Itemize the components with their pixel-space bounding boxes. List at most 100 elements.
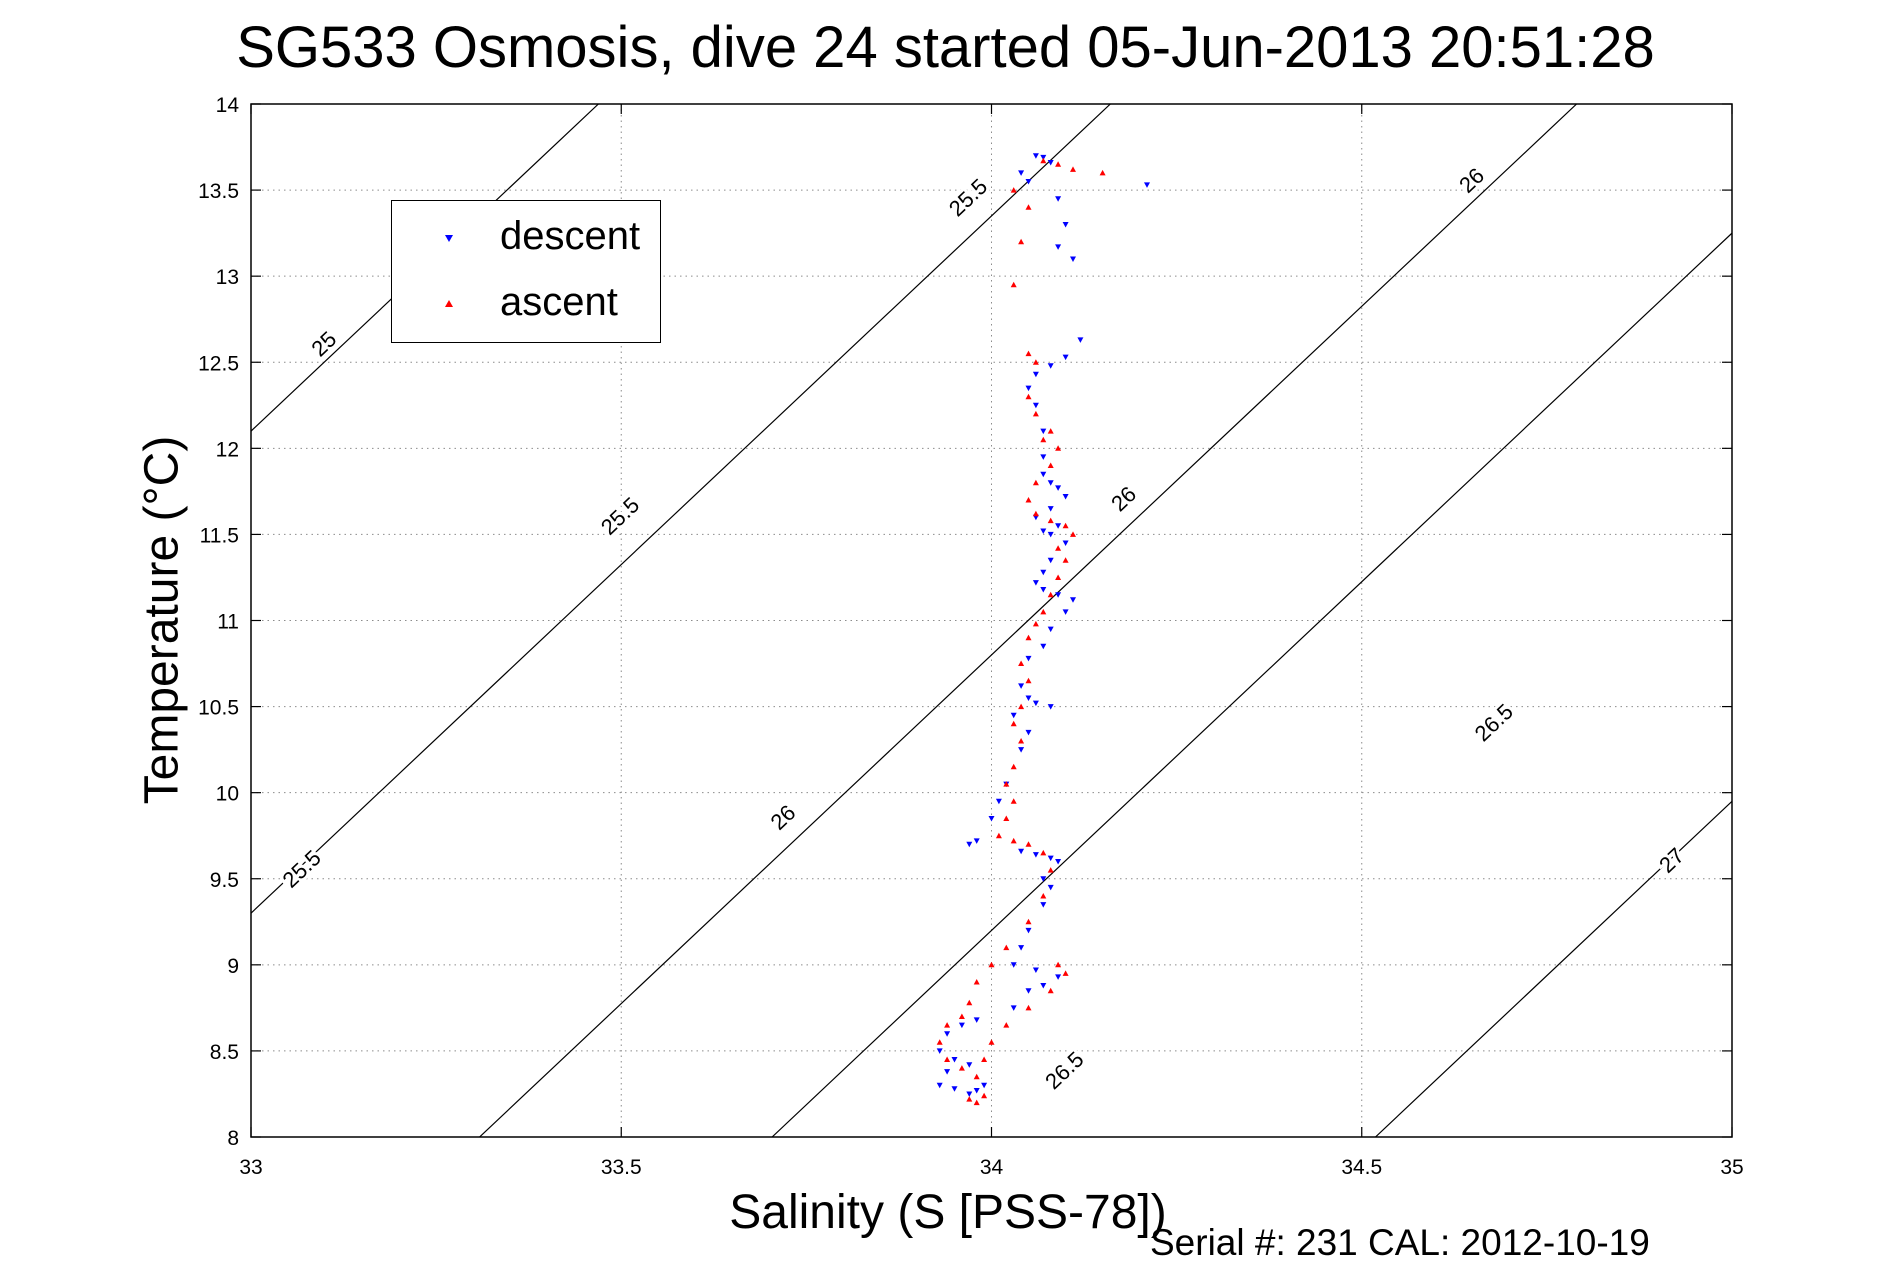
descent-point	[936, 1082, 943, 1089]
descent-point	[1070, 597, 1076, 603]
descent-point	[951, 1057, 958, 1063]
ascent-point	[1032, 410, 1039, 417]
descent-point	[1047, 626, 1054, 633]
ascent-point	[966, 1096, 973, 1102]
density-contour-line	[251, 104, 1111, 915]
density-contour-line	[1833, 104, 1891, 1137]
ascent-point	[1025, 204, 1032, 210]
density-contour-label: 25	[306, 326, 341, 361]
ascent-point	[1010, 281, 1017, 288]
ascent-point	[988, 1039, 995, 1045]
descent-point	[1055, 523, 1062, 529]
legend: descent ascent	[391, 200, 661, 343]
y-axis-label: Temperature (°C)	[135, 435, 189, 805]
ascent-point	[1055, 545, 1062, 551]
descent-point	[995, 798, 1002, 805]
descent-point	[1062, 609, 1069, 615]
ascent-point	[1010, 187, 1017, 193]
ascent-point	[1025, 497, 1032, 503]
y-tick-label: 10	[216, 783, 239, 806]
ascent-point	[1062, 970, 1069, 976]
ascent-point	[995, 832, 1002, 839]
ascent-point	[1025, 841, 1032, 847]
descent-point	[1070, 256, 1076, 262]
ascent-point	[1003, 815, 1010, 821]
y-tick-label: 12.5	[198, 352, 239, 375]
ascent-point	[1003, 1022, 1010, 1028]
descent-point	[1047, 480, 1054, 486]
descent-point	[1040, 876, 1047, 882]
ascent-point	[1070, 166, 1076, 172]
legend-item-descent: descent	[392, 209, 662, 269]
descent-point	[1077, 337, 1084, 343]
descent-point	[1018, 170, 1025, 176]
ascent-point	[1032, 479, 1039, 486]
axis-ticks: 33 33.5 34 34.5 35 8 8.5 9 9.5 10 10.5 11 11.5 12 12.5…	[198, 94, 1744, 1179]
descent-point	[1032, 371, 1039, 378]
descent-point	[1047, 855, 1054, 862]
density-contour-label: 26.5	[1470, 699, 1518, 747]
y-tick-label: 11.5	[200, 524, 239, 547]
ascent-point	[1025, 677, 1032, 684]
y-tick-label: 12	[216, 438, 239, 461]
ascent-point	[1062, 557, 1069, 563]
ascent-point	[988, 961, 995, 968]
descent-point	[1032, 700, 1039, 707]
ascent-point	[1040, 608, 1047, 615]
ascent-point	[1062, 522, 1069, 529]
descent-point	[1055, 974, 1062, 980]
descent-point	[1010, 712, 1017, 719]
x-tick-label: 33.5	[601, 1156, 642, 1179]
descent-point	[1040, 902, 1047, 908]
descent-point	[1018, 945, 1025, 951]
descent-point	[1025, 695, 1032, 701]
descent-point	[951, 1086, 958, 1092]
descent-point	[1018, 683, 1025, 689]
descent-point	[1047, 160, 1054, 166]
ascent-point	[1018, 238, 1025, 245]
descent-point	[988, 816, 995, 822]
ascent-point	[1055, 161, 1062, 167]
serial-cal-footer: Serial #: 231 CAL: 2012-10-19	[1150, 1222, 1650, 1263]
descent-point	[1062, 222, 1069, 228]
descent-point	[1032, 967, 1039, 973]
ascent-point	[1099, 169, 1106, 176]
ascent-point	[1010, 798, 1017, 804]
x-tick-label: 35	[1720, 1156, 1743, 1179]
descent-point	[1040, 454, 1047, 460]
ascent-point	[944, 1022, 951, 1028]
descent-point	[1062, 354, 1069, 361]
ascent-point	[1032, 510, 1039, 517]
ascent-point	[981, 1056, 988, 1062]
descent-point	[966, 841, 973, 848]
ascent-point	[1040, 849, 1047, 856]
descent-point	[1047, 531, 1054, 538]
density-contour-label: 26	[1106, 481, 1141, 516]
ascent-point	[1055, 574, 1062, 580]
descent-point	[966, 1062, 973, 1068]
descent-point	[1040, 587, 1047, 593]
ascent-point	[944, 1056, 951, 1062]
descent-point	[1025, 927, 1032, 934]
density-contour-label: 27	[1654, 843, 1689, 878]
legend-item-ascent: ascent	[392, 275, 662, 335]
ascent-point	[1032, 359, 1039, 365]
descent-point	[1010, 962, 1017, 968]
ascent-point	[973, 979, 980, 985]
ascent-point	[1018, 660, 1025, 666]
ascent-point	[1025, 1004, 1032, 1011]
density-contour-line	[479, 104, 1577, 1137]
descent-point	[1144, 182, 1150, 188]
descent-point	[1055, 592, 1062, 598]
chart-title: SG533 Osmosis, dive 24 started 05-Jun-20…	[236, 15, 1655, 80]
ascent-point	[981, 1092, 988, 1099]
x-axis-label: Salinity (S [PSS-78])	[729, 1186, 1167, 1239]
ascent-point	[1055, 445, 1062, 451]
descent-point	[1040, 983, 1047, 989]
descent-point	[1047, 506, 1054, 512]
ascent-point	[936, 1039, 943, 1045]
y-tick-label: 11	[217, 611, 239, 634]
x-tick-label: 33	[239, 1156, 262, 1179]
descent-point	[1018, 848, 1025, 855]
density-contour-line	[771, 232, 1732, 1137]
